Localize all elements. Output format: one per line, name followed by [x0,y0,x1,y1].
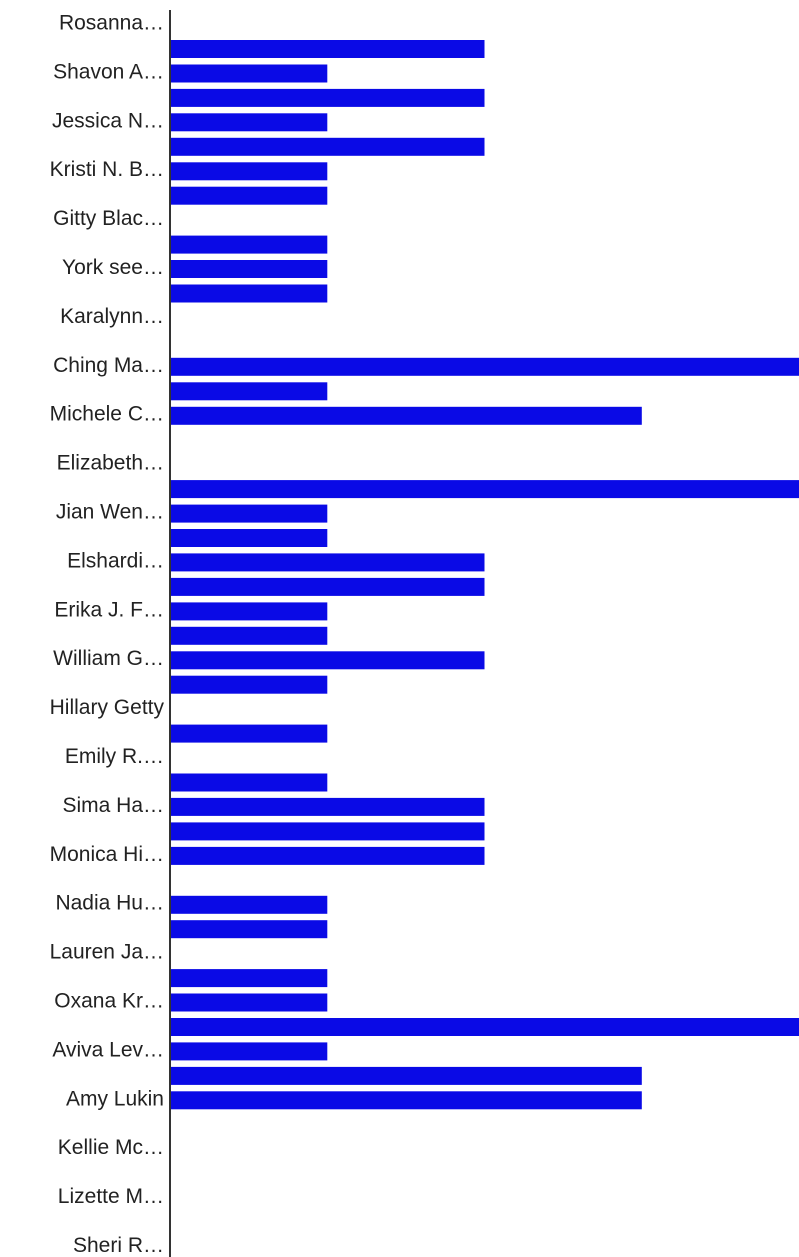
bar [170,773,328,792]
bar [170,651,485,670]
category-label: Aviva Lev… [52,1038,164,1061]
bar [170,822,485,841]
category-label: Rosanna… [59,12,164,35]
category-label: William G… [53,647,164,670]
category-label: Elizabeth… [57,452,164,475]
bar [170,382,328,401]
category-label: Hillary Getty [50,696,165,719]
bar [170,895,328,914]
category-label: Elshardi… [67,549,164,572]
category-label: Emily R.… [65,745,164,768]
bar [170,284,328,303]
category-label: Jian Wen… [56,501,164,524]
bar [170,1018,799,1036]
bar [170,577,485,596]
category-label: Michele C… [50,403,164,426]
category-label: York see… [62,256,164,279]
bar [170,88,485,107]
category-label: Erika J. F… [54,598,164,621]
bar [170,553,485,572]
category-label: Lizette M… [58,1185,164,1208]
category-label: Kristi N. B… [50,158,164,181]
category-label: Sheri R… [73,1234,164,1257]
bar [170,724,328,743]
category-label: Lauren Ja… [50,941,164,964]
bar [170,1042,328,1061]
bar [170,260,328,278]
bar [170,137,485,156]
bar [170,602,328,621]
bar [170,920,328,939]
category-label: Kellie Mc… [58,1136,164,1159]
bar [170,626,328,645]
category-label: Monica Hi… [50,843,164,866]
bar [170,529,328,547]
category-label: Sima Ha… [62,794,164,817]
bar [170,1091,642,1110]
category-label: Gitty Blac… [53,207,164,230]
category-label: Nadia Hu… [55,892,164,915]
category-label: Jessica N… [52,109,164,132]
bar [170,186,328,205]
bar [170,113,328,132]
bar [170,357,799,376]
bar [170,846,485,865]
bar [170,64,328,83]
bar [170,675,328,694]
bar [170,40,485,58]
bar [170,235,328,254]
category-label: Karalynn… [60,305,164,328]
bar [170,797,485,816]
bar [170,993,328,1012]
category-label: Amy Lukin [66,1087,164,1110]
bar [170,162,328,181]
bar [170,1066,642,1085]
category-label: Ching Ma… [53,354,164,377]
bar [170,480,799,499]
bar [170,504,328,523]
bar [170,969,328,988]
category-label: Oxana Kr… [54,990,164,1013]
category-label: Shavon A… [53,60,164,83]
bar [170,406,642,425]
